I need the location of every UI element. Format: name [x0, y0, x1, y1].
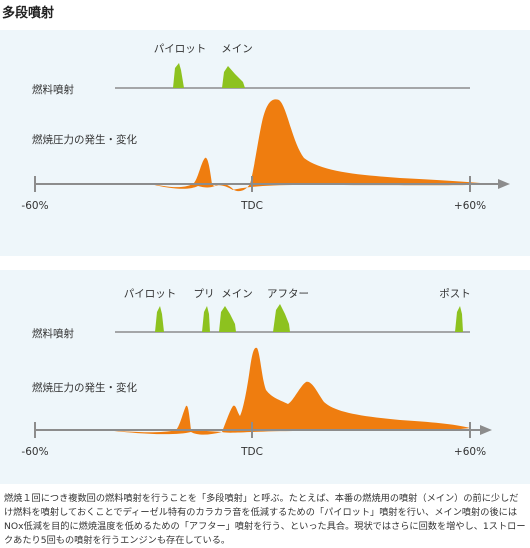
pulse-label-pilot: パイロット — [124, 288, 177, 300]
pulse-label-main: メイン — [221, 43, 253, 55]
diagram-two-stage: パイロット メイン 燃料噴射 燃焼圧力の発生・変化 -60% TDC +60% — [0, 30, 530, 256]
pressure-label: 燃焼圧力の発生・変化 — [32, 381, 137, 394]
description-text: 燃焼１回につき複数回の燃料噴射を行うことを「多段噴射」と呼ぶ。たとえば、本番の燃… — [4, 493, 526, 546]
page-title: 多段噴射 — [2, 6, 55, 21]
pulse-label-post: ポスト — [439, 288, 471, 300]
pulse-pilot — [173, 63, 184, 88]
time-axis-arrowhead — [480, 425, 492, 435]
pressure-curve — [150, 99, 492, 192]
axis-label-left: -60% — [21, 200, 48, 212]
pulse-label-after: アフター — [267, 288, 309, 300]
pulse-main — [219, 306, 236, 332]
pulse-label-pilot: パイロット — [154, 43, 207, 55]
pulse-label-pre: プリ — [194, 288, 215, 300]
axis-label-right: +60% — [454, 446, 486, 458]
axis-label-left: -60% — [21, 446, 48, 458]
pulse-pilot — [155, 306, 164, 332]
pulse-main — [222, 66, 245, 88]
pulse-after — [273, 304, 290, 332]
axis-label-center: TDC — [240, 446, 263, 458]
axis-label-right: +60% — [454, 200, 486, 212]
time-axis-arrowhead — [498, 179, 510, 189]
diagram-multi-stage: パイロット プリ メイン アフター ポスト 燃料噴射 燃焼圧力の発生・変化 -6… — [0, 270, 530, 484]
diagram-two-stage-svg: パイロット メイン 燃料噴射 燃焼圧力の発生・変化 -60% TDC +60% — [21, 43, 510, 212]
pressure-label: 燃焼圧力の発生・変化 — [32, 133, 137, 146]
pulse-label-main: メイン — [221, 288, 253, 300]
pressure-curve — [105, 347, 470, 435]
pulse-pre — [202, 306, 210, 332]
pulse-post — [455, 306, 463, 332]
injection-label: 燃料噴射 — [32, 327, 74, 340]
injection-label: 燃料噴射 — [32, 83, 74, 96]
diagram-multi-stage-svg: パイロット プリ メイン アフター ポスト 燃料噴射 燃焼圧力の発生・変化 -6… — [21, 288, 492, 458]
axis-label-center: TDC — [240, 200, 263, 212]
